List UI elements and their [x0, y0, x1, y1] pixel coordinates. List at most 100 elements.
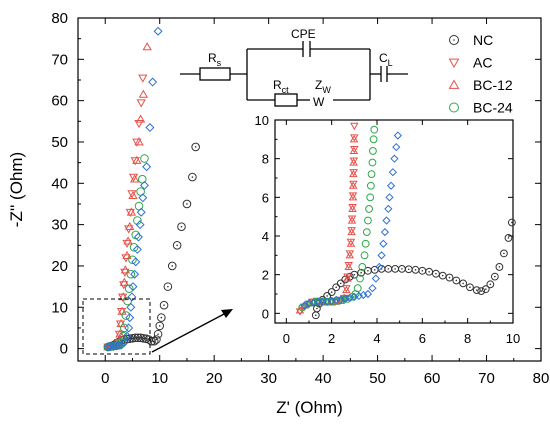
inset-point-bc-24	[367, 170, 376, 179]
inset-point-nc	[459, 279, 468, 288]
main-point-nc	[163, 282, 173, 291]
legend-item-bc-12: BC-12	[448, 77, 513, 93]
main-point-bc-24	[133, 216, 142, 225]
main-point-bc-24	[120, 323, 129, 333]
resistor-rct	[274, 93, 298, 107]
main-point-bc-12	[128, 190, 138, 200]
inset-point-nc	[490, 272, 499, 281]
main-point-bc-24	[123, 296, 132, 306]
main-point-bc-24	[137, 174, 147, 184]
inset-point-nc	[332, 283, 341, 292]
main-point-ac	[136, 99, 146, 108]
inset-y-tick-label: 2	[262, 268, 269, 283]
main-point-bc-24	[121, 311, 131, 320]
label-zw: ZW	[315, 78, 331, 95]
inset-point-bc-24	[369, 147, 377, 155]
inset-x-tick-label: 2	[328, 331, 335, 346]
inset-point-bc-12	[295, 306, 305, 314]
main-point-nc	[188, 172, 197, 182]
inset-x-tick-label: 0	[283, 331, 290, 346]
main-point-nc	[167, 261, 177, 271]
label-rs: Rs	[208, 51, 222, 68]
main-point-nc	[159, 300, 169, 310]
main-point-bc-48	[128, 282, 138, 292]
main-point-bc-12	[123, 236, 133, 245]
inset-point-ac	[350, 122, 359, 131]
inset-point-bc-24	[365, 205, 373, 213]
main-point-bc-48	[124, 323, 134, 333]
inset-point-bc-48	[388, 168, 397, 177]
inset-point-bc-48	[350, 292, 359, 302]
main-series-nc	[103, 142, 200, 352]
inset-point-ac	[346, 238, 356, 247]
inset-point-bc-24	[360, 251, 369, 260]
main-x-tick-label: 60	[424, 370, 441, 387]
inset-point-bc-48	[327, 296, 336, 305]
legend-label-bc-12: BC-12	[473, 77, 513, 93]
inset-point-bc-12	[349, 169, 358, 178]
legend-label-ac: AC	[473, 55, 492, 71]
main-x-tick-label: 40	[315, 370, 332, 387]
main-point-nc	[147, 336, 156, 346]
legend-marker-bc-24	[449, 102, 459, 113]
main-point-nc	[136, 333, 145, 343]
inset-point-nc	[477, 287, 486, 296]
inset-point-bc-12	[346, 239, 356, 247]
inset-point-bc-12	[347, 227, 356, 236]
inset-point-bc-48	[379, 239, 388, 248]
main-y-tick-label: 70	[51, 51, 68, 68]
inset-point-bc-24	[307, 298, 316, 307]
inset-point-nc	[452, 276, 461, 285]
inset-point-bc-48	[345, 293, 354, 302]
inset-point-bc-24	[369, 135, 378, 144]
inset-point-bc-48	[392, 142, 401, 152]
inset-point-bc-48	[393, 131, 402, 140]
main-point-bc-48	[125, 313, 135, 323]
inset-series-bc-48	[300, 131, 402, 310]
zoom-box	[82, 298, 151, 355]
main-point-bc-48	[138, 193, 148, 203]
main-point-nc	[157, 313, 166, 322]
main-point-nc	[172, 240, 182, 250]
inset-y-tick-label: 10	[255, 113, 269, 128]
inset-point-ac	[344, 261, 353, 270]
inset-point-ac	[347, 227, 356, 235]
resistor-rs	[199, 67, 231, 81]
main-point-bc-24	[134, 201, 144, 211]
main-point-bc-24	[126, 269, 136, 279]
inset-point-bc-12	[349, 134, 359, 143]
x-axis-title: Z' (Ohm)	[276, 398, 343, 417]
inset-point-nc	[507, 218, 516, 227]
inset-point-ac	[348, 192, 358, 200]
inset-point-nc	[327, 288, 336, 296]
main-point-bc-48	[130, 269, 140, 279]
inset-point-bc-24	[302, 300, 311, 309]
inset-point-nc	[495, 263, 504, 271]
main-y-tick-label: 20	[51, 258, 68, 275]
inset-x-tick-label: 10	[506, 331, 520, 346]
main-point-ac	[130, 157, 140, 166]
inset-point-bc-12	[347, 216, 357, 224]
main-point-bc-48	[139, 180, 149, 190]
inset-point-bc-24	[343, 294, 352, 303]
inset-point-nc	[500, 249, 508, 258]
inset-point-bc-48	[385, 193, 394, 202]
inset-point-bc-24	[362, 228, 371, 237]
main-point-bc-12	[129, 174, 140, 183]
legend-item-ac: AC	[448, 55, 492, 71]
main-point-bc-48	[133, 232, 143, 242]
main-point-bc-48	[132, 244, 142, 254]
inset-point-bc-48	[384, 204, 393, 214]
inset-marks	[295, 122, 516, 320]
main-point-bc-24	[136, 187, 145, 196]
main-point-bc-12	[132, 155, 142, 164]
inset-point-bc-48	[390, 154, 399, 163]
inset-point-nc	[486, 280, 495, 289]
legend-marker-nc	[449, 35, 459, 45]
inset-point-bc-12	[348, 192, 358, 201]
main-point-bc-48	[114, 340, 124, 350]
inset-point-bc-12	[349, 158, 358, 166]
